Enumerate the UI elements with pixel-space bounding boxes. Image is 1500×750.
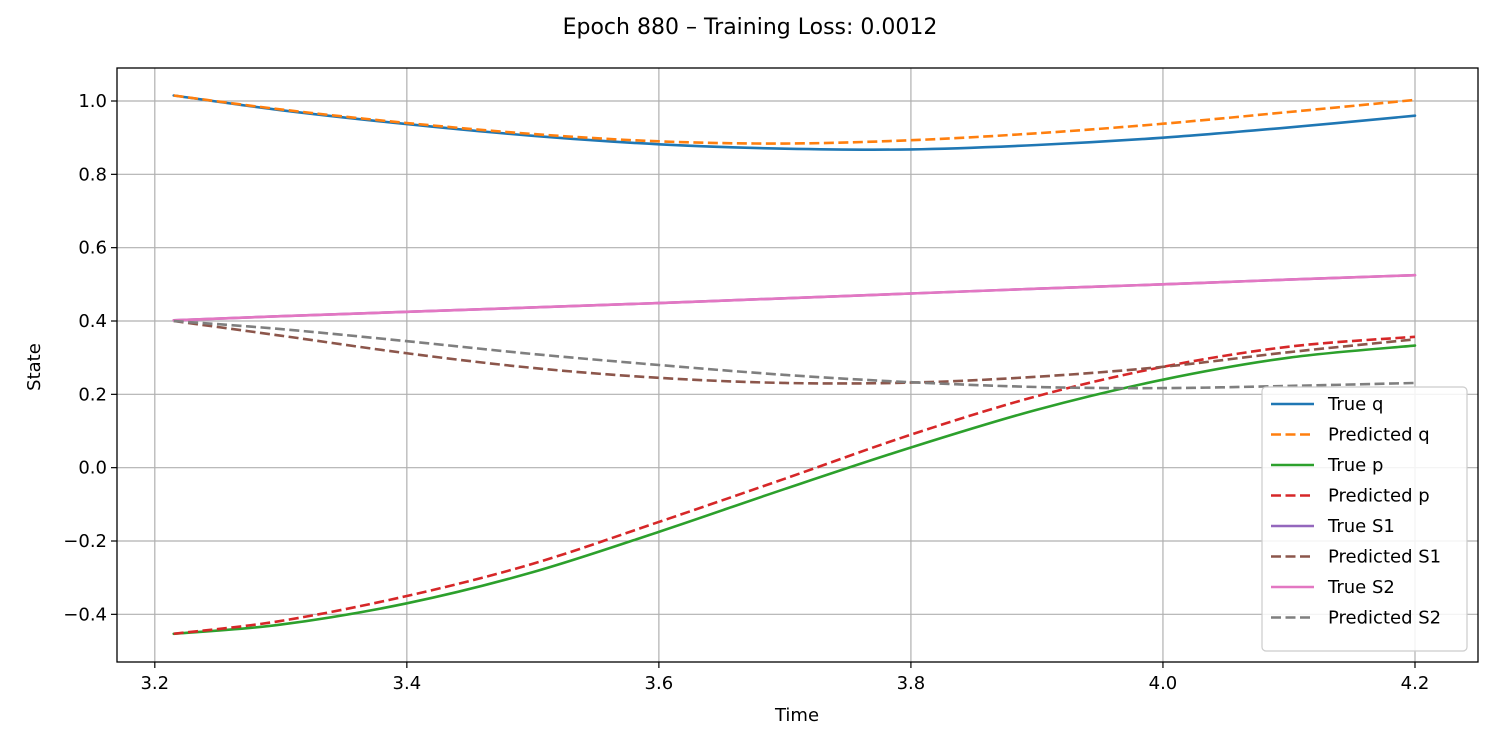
legend-label-true-p: True p (1327, 455, 1383, 476)
grid (117, 68, 1478, 662)
legend: True q Predicted q True p Predicted p True S… (1261, 386, 1468, 652)
y-tick-label: 0.4 (78, 311, 107, 332)
y-tick-label: 0.6 (78, 238, 107, 259)
y-tick-label: 0.0 (78, 458, 107, 479)
y-tick-label: −0.2 (63, 531, 107, 552)
x-tick-label: 3.6 (645, 673, 674, 694)
legend-box (1261, 386, 1468, 652)
series-line-predicted-s1 (173, 319, 1416, 385)
legend-label-true-s1: True S1 (1327, 516, 1395, 537)
x-tick-label: 3.2 (140, 673, 169, 694)
y-tick-label: 0.8 (78, 164, 107, 185)
legend-label-predicted-q: Predicted q (1328, 425, 1430, 446)
series-line-predicted-p (173, 335, 1416, 636)
y-axis-label: State (24, 343, 45, 391)
y-tick-label: −0.4 (63, 604, 107, 625)
y-tick-label: 1.0 (78, 91, 107, 112)
legend-label-true-s2: True S2 (1327, 577, 1395, 598)
x-tick-label: 4.0 (1149, 673, 1178, 694)
legend-label-predicted-s2: Predicted S2 (1328, 608, 1441, 629)
x-tick-label: 3.4 (393, 673, 422, 694)
legend-label-predicted-p: Predicted p (1328, 486, 1430, 507)
x-axis-label: Time (774, 705, 819, 726)
legend-label-predicted-s1: Predicted S1 (1328, 547, 1441, 568)
series-lines (172, 94, 1417, 636)
series-line-true-p (172, 344, 1417, 636)
series-line-true-s2 (172, 273, 1417, 322)
axis-ticks: 3.2 3.4 3.6 3.8 4.0 4.2 −0.4 −0.2 0.0 0.2 0.4 0.6 0.… (63, 91, 1429, 694)
x-tick-label: 3.8 (897, 673, 926, 694)
plot-area-frame (116, 67, 1479, 663)
legend-label-true-q: True q (1327, 394, 1383, 415)
series-line-predicted-s2 (173, 319, 1416, 390)
chart-title: Epoch 880 – Training Loss: 0.0012 (563, 15, 938, 40)
x-tick-label: 4.2 (1401, 673, 1430, 694)
y-tick-label: 0.2 (78, 384, 107, 405)
series-line-predicted-q (173, 94, 1416, 145)
